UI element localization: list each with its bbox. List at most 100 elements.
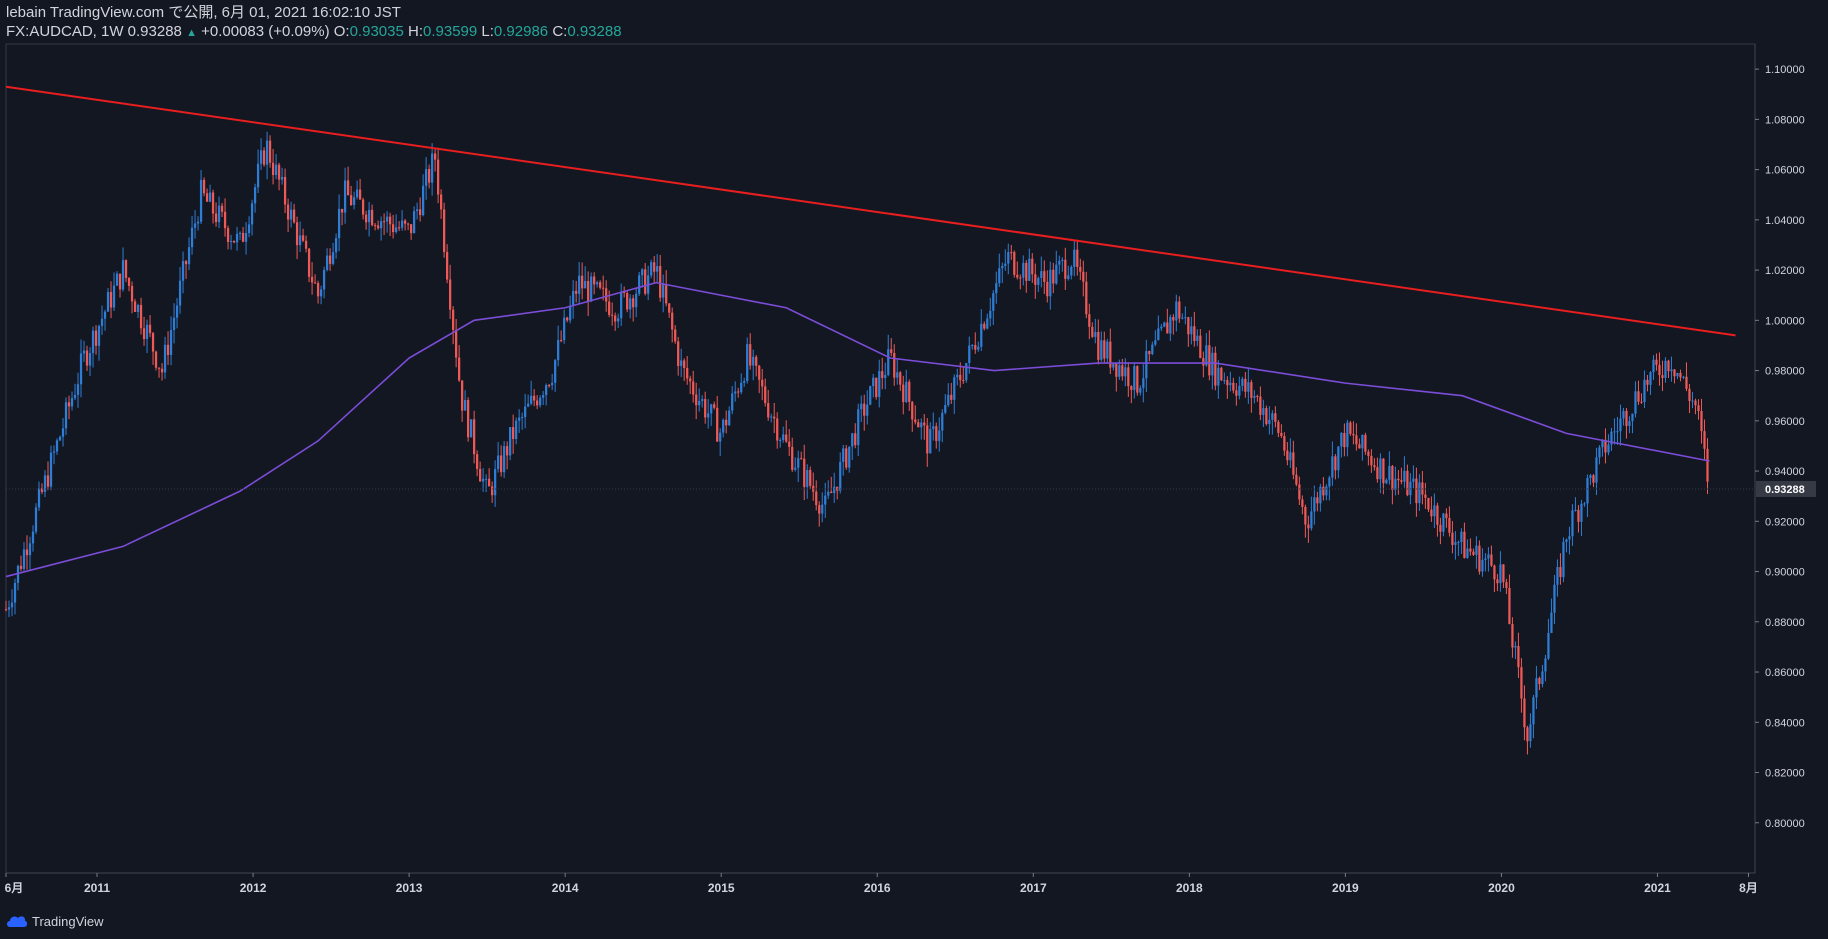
candle-body [758,365,761,380]
candle-body [1286,450,1289,461]
candle-body [388,216,392,225]
candle-body [668,303,671,313]
candle-body [133,301,137,312]
y-tick-label: 0.98000 [1765,366,1805,378]
candle-body [923,422,926,426]
change-value: +0.00083 (+0.09%) [201,23,330,40]
candle-body [175,305,179,318]
candle-body [1433,505,1436,517]
close-value: 0.93288 [567,23,622,40]
candle-body [1115,363,1118,377]
candle-body [761,379,764,387]
candle-body [172,317,176,331]
candle-body [274,164,278,176]
candle-body [1619,418,1622,432]
candle-body [1526,727,1529,742]
candle-body [82,350,86,354]
candle-body [776,418,779,441]
candle-body [959,374,962,381]
candle-body [1547,633,1550,659]
candle-body [755,356,758,366]
candle-body [1061,259,1064,261]
resistance-trendline[interactable] [5,85,1736,337]
candle-body [719,432,722,442]
candle-body [127,278,131,286]
candle-body [1037,277,1040,285]
y-tick-label: 0.94000 [1765,466,1805,478]
candle-body [887,349,890,375]
candle-body [1544,658,1547,672]
candle-body [908,381,911,402]
candle-body [1451,532,1454,545]
moving-average-line [5,281,1710,578]
y-tick-label: 0.92000 [1765,516,1805,528]
tradingview-branding[interactable]: TradingView [6,910,104,932]
candle-body [43,475,47,492]
candle-body [527,403,530,407]
candle-body [1313,497,1316,512]
candle-body [875,377,878,397]
candle-body [497,455,500,470]
candle-body [1373,465,1376,468]
candle-body [824,495,827,505]
x-tick-label: 2019 [1332,881,1359,895]
candle-body [1010,252,1013,254]
candle-body [52,451,56,453]
candle-body [280,176,284,180]
candle-body [455,329,458,358]
candle-body [187,247,191,265]
candle-body [1226,380,1229,386]
candle-body [1181,317,1184,319]
candle-body [79,353,83,385]
candle-body [644,269,647,294]
candle-body [782,434,785,440]
candle-body [109,291,113,308]
symbol-label: FX:AUDCAD, 1W 0.93288 [6,23,182,40]
candle-body [1238,385,1241,396]
candle-body [1337,446,1340,471]
candle-body [310,276,314,283]
candle-body [382,221,386,223]
candle-body [334,238,338,253]
candle-body [106,291,110,312]
candle-body [1703,431,1706,449]
plot-area[interactable] [5,43,1756,874]
candle-body [494,469,497,496]
candle-body [1247,382,1250,392]
candle-body [479,469,482,482]
candle-body [566,317,569,321]
candle-body [710,404,713,414]
candle-body [1493,565,1496,580]
low-value: 0.92986 [493,23,549,40]
candle-body [575,290,578,294]
candle-body [716,407,719,442]
candle-body [418,209,422,216]
candle-body [623,291,626,294]
candle-body [283,176,287,205]
candle-body [614,315,617,322]
candle-body [662,284,665,298]
candle-body [436,159,440,195]
candle-body [707,413,710,418]
candle-body [725,419,728,426]
candle-body [1106,341,1109,359]
candle-body [1655,359,1658,365]
candle-body [929,429,932,454]
candle-body [298,235,302,246]
low-label: L: [481,23,494,40]
open-value: 0.93035 [349,23,404,40]
x-tick-label: 2015 [708,881,735,895]
x-tick-label: 2014 [552,881,579,895]
y-tick-label: 0.96000 [1765,416,1805,428]
candle-body [1508,587,1511,624]
candle-body [806,470,809,487]
candle-body [728,410,731,426]
candle-body [1028,258,1031,281]
candle-body [665,284,668,304]
candle-body [1019,277,1022,279]
candle-body [1088,314,1091,327]
candle-body [373,225,377,227]
candle-body [692,381,695,395]
candle-body [1460,531,1463,542]
